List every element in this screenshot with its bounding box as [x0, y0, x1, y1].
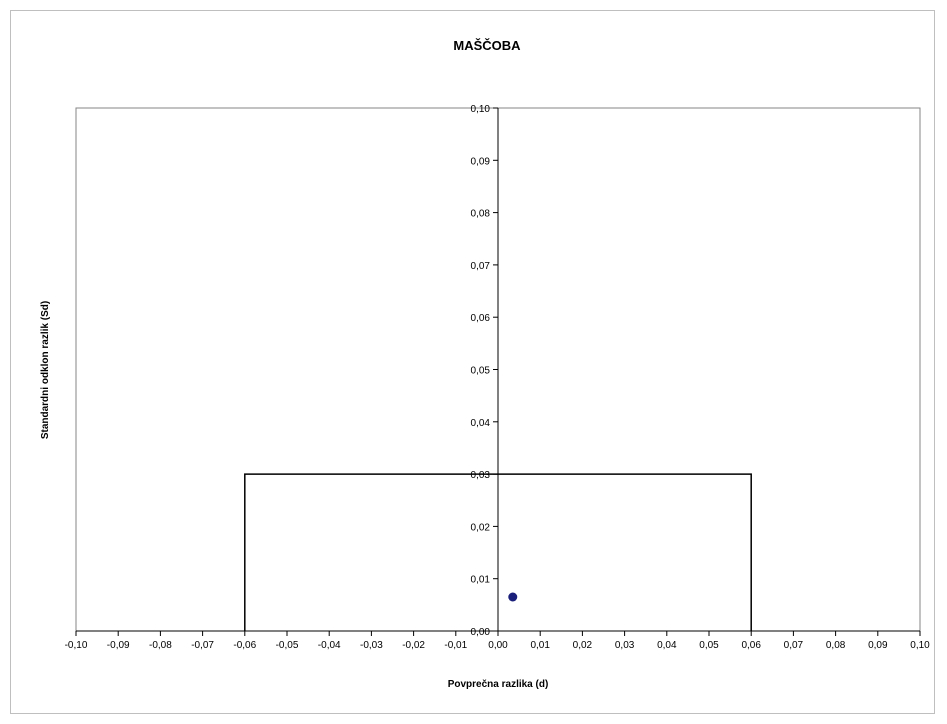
x-axis-title: Povprečna razlika (d)	[448, 679, 549, 690]
y-tick-label: 0,10	[471, 104, 491, 115]
y-tick-label: 0,05	[471, 366, 491, 377]
x-tick-label: -0,02	[402, 640, 425, 651]
y-tick-label: 0,03	[471, 470, 491, 481]
x-tick-label: 0,03	[615, 640, 635, 651]
y-axis-title: Standardni odklon razlik (Sd)	[40, 301, 51, 439]
limit-box-line	[244, 473, 752, 631]
y-tick-label: 0,02	[471, 522, 491, 533]
chart-title: MAŠČOBA	[453, 38, 521, 53]
x-tick-label: 0,09	[868, 640, 888, 651]
y-tick-label: 0,00	[471, 627, 491, 638]
x-tick-label: -0,04	[318, 640, 341, 651]
chart-frame	[10, 10, 935, 714]
x-tick-label: -0,08	[149, 640, 172, 651]
x-tick-label: -0,07	[191, 640, 214, 651]
y-tick-label: 0,01	[471, 575, 491, 586]
x-tick-label: -0,09	[107, 640, 130, 651]
x-tick-label: 0,02	[573, 640, 593, 651]
x-tick-label: -0,05	[276, 640, 299, 651]
x-tick-label: 0,08	[826, 640, 846, 651]
x-tick-label: -0,10	[65, 640, 88, 651]
y-tick-label: 0,09	[471, 156, 491, 167]
y-tick-label: 0,07	[471, 261, 491, 272]
x-tick-label: 0,04	[657, 640, 677, 651]
x-tick-label: -0,06	[233, 640, 256, 651]
x-tick-label: 0,06	[741, 640, 761, 651]
y-tick-label: 0,06	[471, 313, 491, 324]
x-tick-label: -0,01	[444, 640, 467, 651]
x-tick-label: 0,00	[488, 640, 508, 651]
x-tick-label: 0,01	[530, 640, 550, 651]
x-tick-label: -0,03	[360, 640, 383, 651]
x-tick-label: 0,05	[699, 640, 719, 651]
y-tick-label: 0,04	[471, 418, 491, 429]
y-tick-label: 0,08	[471, 209, 491, 220]
x-tick-label: 0,10	[910, 640, 930, 651]
x-tick-label: 0,07	[784, 640, 804, 651]
data-point	[508, 592, 518, 602]
